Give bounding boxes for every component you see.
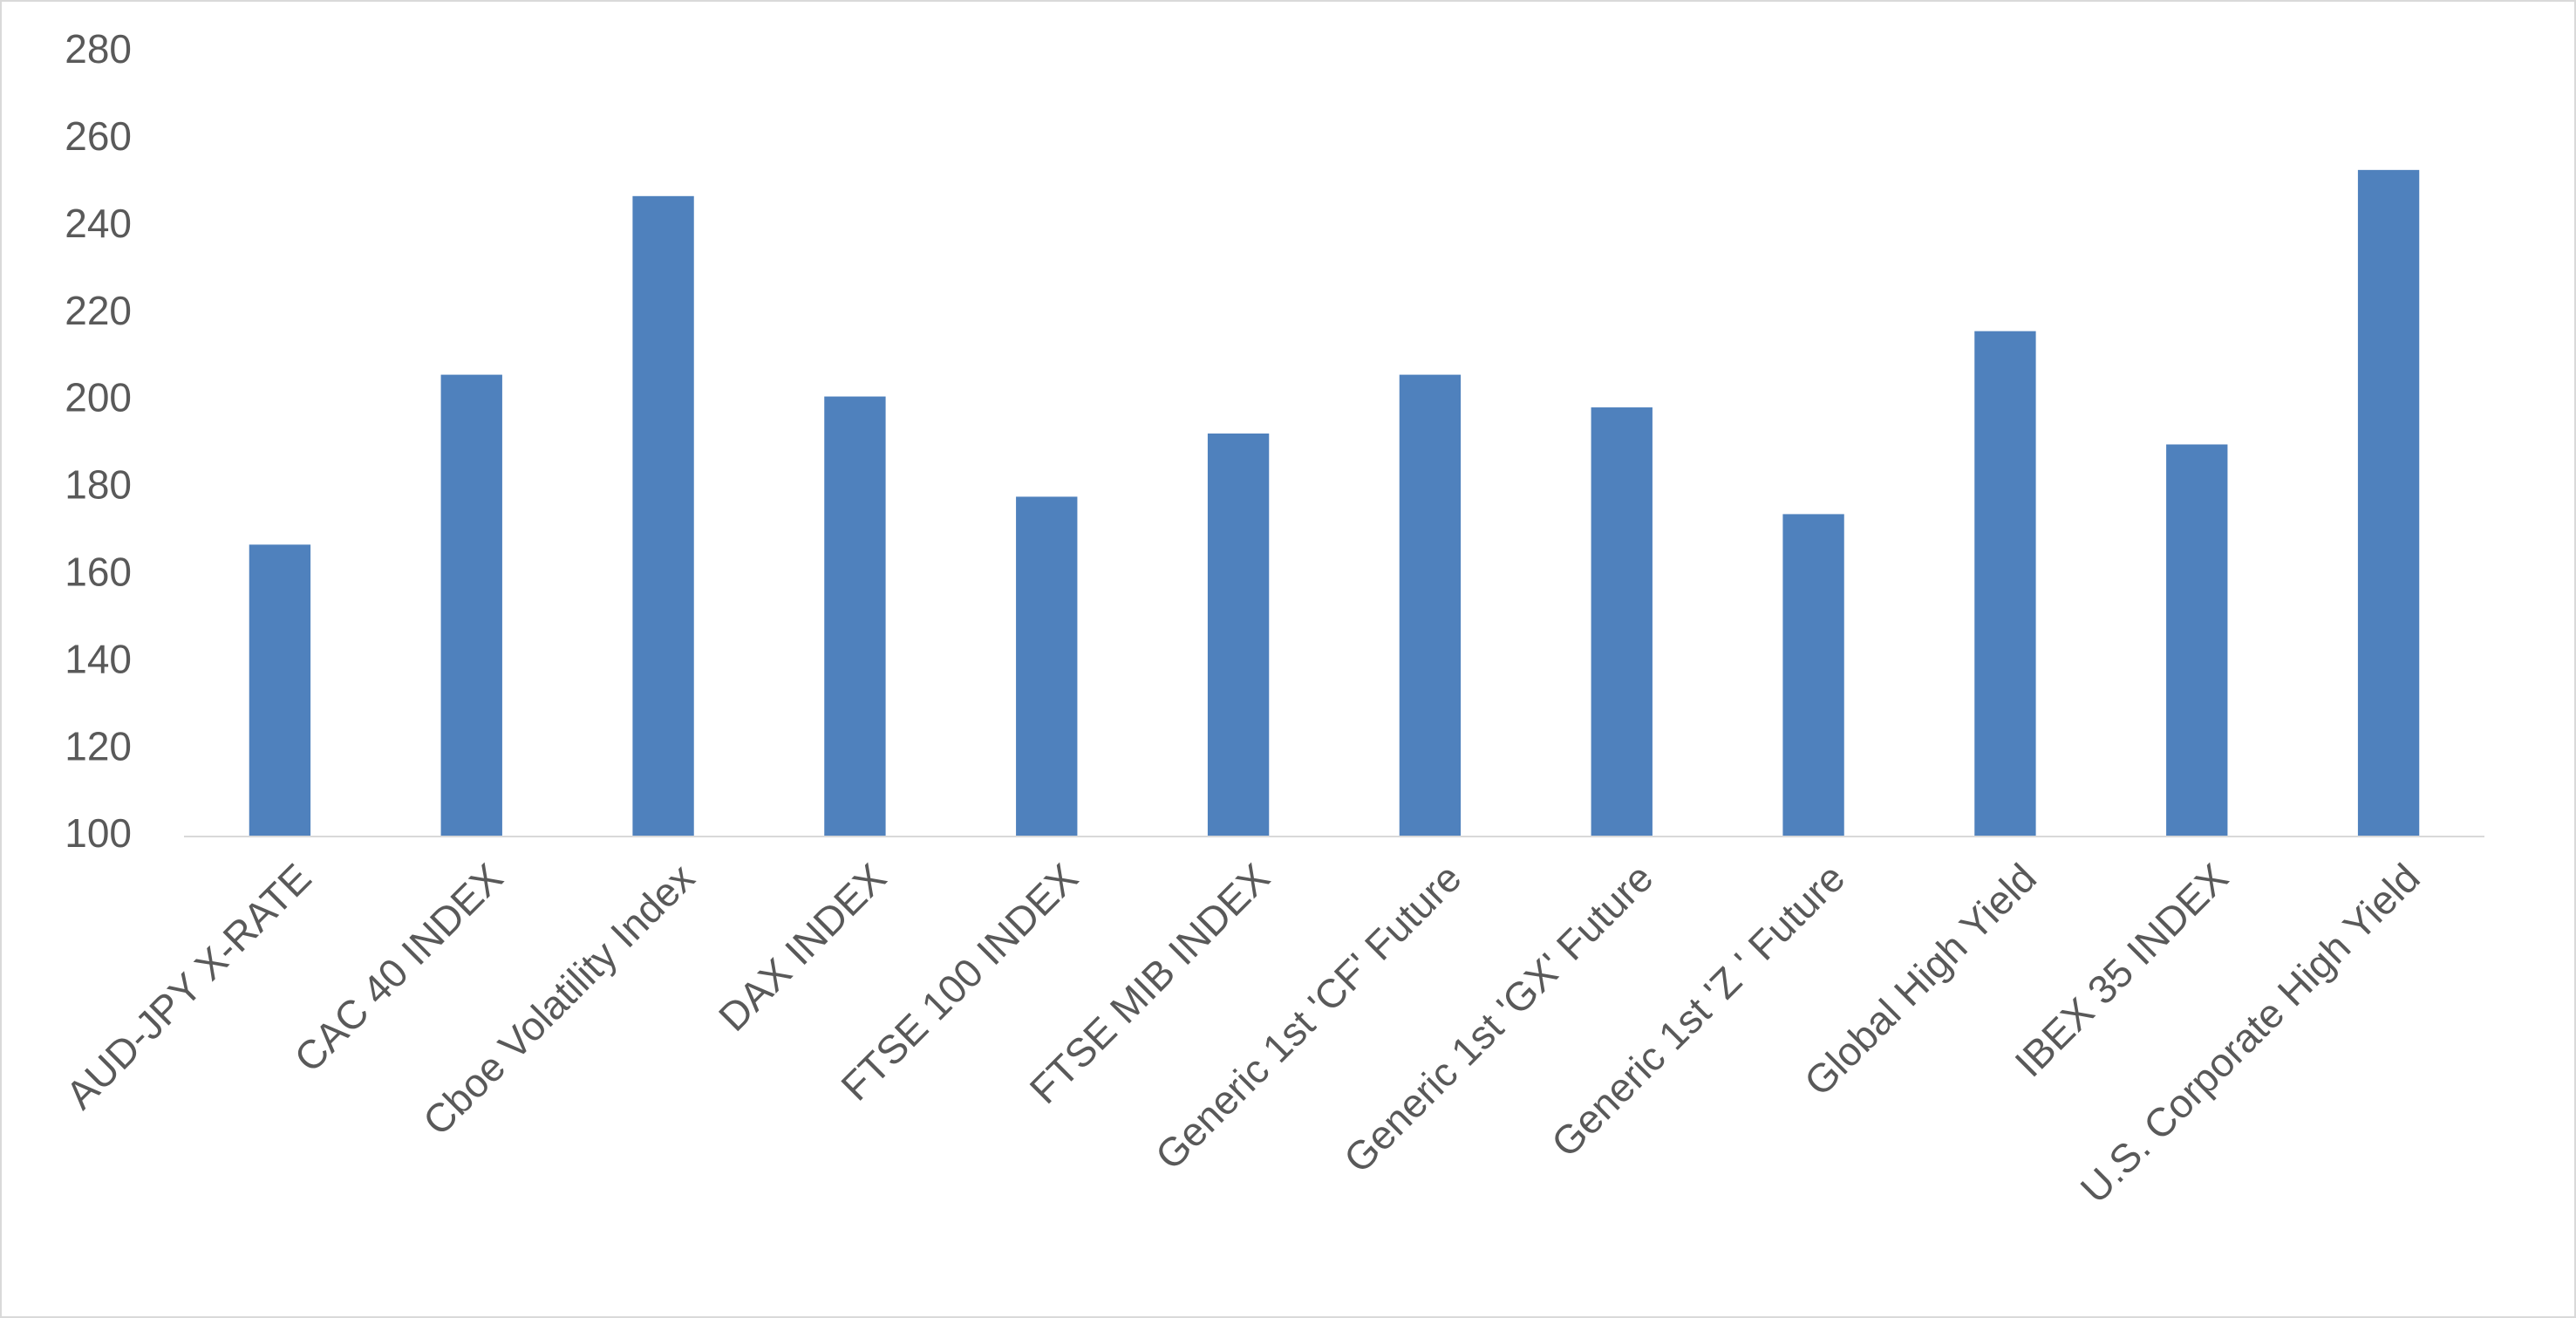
bar <box>2166 444 2228 837</box>
bar <box>632 195 694 837</box>
bar <box>249 544 311 837</box>
y-tick-label: 220 <box>65 288 132 333</box>
y-tick-label: 280 <box>65 26 132 72</box>
bar <box>1591 407 1653 837</box>
bar <box>440 374 502 837</box>
y-tick-label: 180 <box>65 462 132 508</box>
bar <box>2357 169 2420 837</box>
y-tick-label: 200 <box>65 375 132 420</box>
y-tick-label: 240 <box>65 201 132 246</box>
y-tick-label: 120 <box>65 723 132 768</box>
y-tick-label: 100 <box>65 810 132 856</box>
bar <box>824 396 886 837</box>
bar <box>1782 514 1844 837</box>
bar <box>1207 434 1270 837</box>
bar <box>1974 331 2036 837</box>
bar <box>1016 496 1078 837</box>
y-tick-label: 160 <box>65 549 132 594</box>
y-tick-label: 260 <box>65 113 132 159</box>
bar <box>1399 374 1462 837</box>
y-tick-label: 140 <box>65 636 132 681</box>
